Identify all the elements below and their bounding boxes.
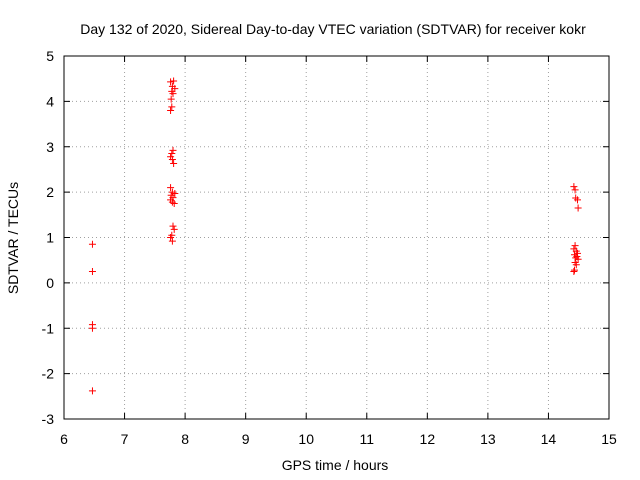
data-point — [574, 204, 582, 212]
data-point — [168, 155, 176, 163]
data-point — [574, 249, 582, 257]
x-tick-label: 13 — [480, 431, 496, 447]
y-tick-label: 5 — [46, 48, 54, 64]
x-tick-label: 6 — [60, 431, 68, 447]
data-point — [571, 186, 579, 194]
y-tick-label: 1 — [46, 230, 54, 246]
data-point — [168, 198, 176, 206]
data-point — [169, 146, 177, 154]
data-point — [170, 77, 178, 85]
data-point — [168, 237, 176, 245]
data-points — [88, 77, 582, 395]
data-point — [169, 90, 177, 98]
x-tick-label: 15 — [601, 431, 617, 447]
data-point — [167, 106, 175, 114]
data-point — [169, 222, 177, 230]
data-point — [574, 196, 582, 204]
data-point — [571, 242, 579, 250]
y-tick-label: 2 — [46, 184, 54, 200]
data-point — [168, 150, 176, 158]
x-tick-label: 10 — [298, 431, 314, 447]
data-point — [88, 387, 96, 395]
y-tick-label: 3 — [46, 139, 54, 155]
chart-title: Day 132 of 2020, Sidereal Day-to-day VTE… — [80, 21, 586, 37]
plot-frame — [63, 55, 610, 420]
data-point — [574, 255, 582, 263]
x-tick-label: 12 — [420, 431, 436, 447]
y-tick-labels: -3 -2 -1 0 1 2 3 4 5 — [42, 48, 55, 427]
data-point — [88, 324, 96, 332]
data-point — [167, 184, 175, 192]
data-point — [170, 225, 178, 233]
x-tick-label: 8 — [181, 431, 189, 447]
x-axis-label: GPS time / hours — [282, 457, 389, 473]
data-point — [570, 183, 578, 191]
y-tick-label: 0 — [46, 275, 54, 291]
data-point — [88, 240, 96, 248]
x-tick-labels: 6 7 8 9 10 11 12 13 14 15 — [60, 431, 617, 447]
data-point — [171, 189, 179, 197]
y-axis-label: SDTVAR / TECUs — [5, 182, 21, 294]
x-tick-label: 11 — [360, 431, 375, 447]
y-tick-label: 4 — [46, 93, 54, 109]
x-tick-label: 7 — [121, 431, 129, 447]
x-tick-label: 14 — [541, 431, 557, 447]
y-tick-label: -2 — [42, 366, 55, 382]
y-tick-label: -3 — [42, 411, 55, 427]
data-point — [170, 199, 178, 207]
data-point — [570, 266, 578, 274]
data-point — [170, 160, 178, 168]
data-point — [168, 103, 176, 111]
data-point — [572, 194, 580, 202]
data-point — [167, 78, 175, 86]
grid-lines — [64, 56, 609, 419]
data-point — [88, 268, 96, 276]
data-point — [570, 268, 578, 276]
data-point — [167, 234, 175, 241]
y-tick-label: -1 — [42, 320, 55, 336]
data-point — [167, 95, 175, 103]
x-tick-label: 9 — [242, 431, 250, 447]
data-point — [572, 261, 580, 269]
